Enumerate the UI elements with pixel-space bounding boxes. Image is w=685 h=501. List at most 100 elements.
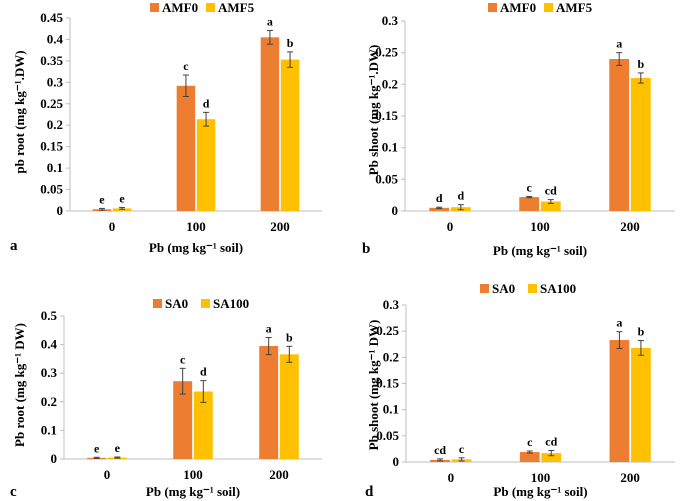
significance-letter: e bbox=[119, 192, 125, 206]
significance-letter: e bbox=[99, 192, 105, 206]
significance-letter: c bbox=[527, 435, 533, 449]
bar-AMF0-200 bbox=[260, 37, 280, 211]
y-tick-label: 0.3 bbox=[41, 365, 58, 380]
x-axis-label: Pb (mg kg⁻¹ soil) bbox=[493, 484, 587, 499]
y-tick-label: 0.3 bbox=[382, 13, 399, 28]
legend-entry-SA0: SA0 bbox=[165, 296, 188, 311]
bar-SA0-100 bbox=[519, 452, 540, 462]
y-tick-label: 0.2 bbox=[382, 76, 398, 91]
significance-letter: a bbox=[266, 321, 272, 335]
y-tick-label: 0.25 bbox=[376, 323, 399, 338]
y-tick-label: 0.2 bbox=[383, 349, 399, 364]
significance-letter: cd bbox=[545, 434, 557, 448]
x-tick-label: 0 bbox=[447, 219, 454, 234]
bar-AMF5-100 bbox=[196, 119, 216, 211]
x-tick-label: 200 bbox=[270, 219, 290, 234]
x-tick-label: 0 bbox=[104, 467, 111, 482]
y-tick-label: 0.25 bbox=[40, 96, 63, 111]
panel-label: d bbox=[365, 484, 374, 500]
legend-entry-AMF5: AMF5 bbox=[218, 0, 255, 15]
y-tick-label: 0.1 bbox=[382, 140, 398, 155]
significance-letter: a bbox=[267, 14, 273, 28]
legend-entry-AMF0: AMF0 bbox=[500, 0, 536, 15]
y-tick-label: 0.4 bbox=[47, 31, 64, 46]
significance-letter: d bbox=[200, 365, 207, 379]
y-axis-label: Pb shoot (mg kg⁻¹ DW) bbox=[366, 320, 381, 451]
significance-letter: b bbox=[287, 36, 294, 50]
y-tick-label: 0.15 bbox=[376, 376, 399, 391]
bar-AMF0-200 bbox=[609, 59, 630, 211]
legend-entry-SA0: SA0 bbox=[492, 281, 515, 296]
y-tick-label: 0.3 bbox=[47, 74, 64, 89]
legend-swatch-SA0 bbox=[153, 299, 162, 308]
significance-letter: cd bbox=[434, 443, 446, 457]
legend-swatch-SA100 bbox=[201, 299, 210, 308]
bar-SA0-100 bbox=[173, 381, 193, 459]
y-tick-label: 0.35 bbox=[40, 53, 63, 68]
bar-AMF5-100 bbox=[540, 201, 561, 211]
y-tick-label: 0.3 bbox=[383, 297, 400, 312]
significance-letter: d bbox=[203, 96, 210, 110]
significance-letter: d bbox=[457, 189, 464, 203]
panel-label: b bbox=[362, 241, 370, 257]
legend-entry-AMF5: AMF5 bbox=[556, 0, 593, 15]
significance-letter: a bbox=[616, 37, 622, 51]
y-tick-label: 0.1 bbox=[41, 422, 57, 437]
y-tick-label: 0 bbox=[393, 454, 400, 469]
legend-swatch-SA0 bbox=[480, 284, 489, 293]
legend-swatch-SA100 bbox=[528, 284, 537, 293]
y-tick-label: 0 bbox=[57, 203, 64, 218]
x-tick-label: 100 bbox=[530, 219, 550, 234]
bar-SA100-200 bbox=[279, 354, 299, 459]
x-tick-label: 200 bbox=[620, 219, 640, 234]
x-tick-label: 200 bbox=[269, 467, 289, 482]
y-tick-label: 0 bbox=[51, 451, 58, 466]
significance-letter: b bbox=[638, 325, 645, 339]
x-axis-label: Pb (mg kg⁻¹ soil) bbox=[146, 484, 240, 499]
significance-letter: c bbox=[459, 442, 465, 456]
significance-letter: e bbox=[115, 441, 121, 455]
x-tick-label: 100 bbox=[186, 219, 206, 234]
x-tick-label: 0 bbox=[109, 219, 116, 234]
bar-AMF5-200 bbox=[280, 59, 300, 212]
x-axis-label: Pb (mg kg⁻¹ soil) bbox=[493, 243, 587, 258]
significance-letter: a bbox=[616, 316, 622, 330]
y-tick-label: 0.15 bbox=[375, 108, 398, 123]
y-tick-label: 0.45 bbox=[40, 10, 63, 25]
legend-entry-SA100: SA100 bbox=[213, 296, 249, 311]
bar-AMF0-100 bbox=[519, 197, 540, 211]
x-axis-label: Pb (mg kg⁻¹ soil) bbox=[149, 240, 243, 255]
y-tick-label: 0.2 bbox=[47, 117, 63, 132]
y-tick-label: 0.2 bbox=[41, 394, 57, 409]
y-axis-label: pb root (mg kg⁻¹.DW) bbox=[12, 50, 27, 173]
significance-letter: b bbox=[637, 57, 644, 71]
bar-AMF5-200 bbox=[630, 78, 651, 211]
legend-swatch-AMF0 bbox=[150, 3, 159, 12]
significance-letter: c bbox=[183, 59, 189, 73]
y-tick-label: 0 bbox=[392, 203, 399, 218]
bar-SA0-200 bbox=[259, 346, 279, 459]
y-tick-label: 0.1 bbox=[383, 402, 399, 417]
legend-swatch-AMF5 bbox=[544, 3, 553, 12]
legend-entry-AMF0: AMF0 bbox=[162, 0, 198, 15]
significance-letter: d bbox=[436, 191, 443, 205]
bar-SA0-200 bbox=[609, 340, 630, 462]
y-tick-label: 0.5 bbox=[41, 308, 58, 323]
significance-letter: cd bbox=[545, 184, 557, 198]
y-tick-label: 0.15 bbox=[40, 139, 63, 154]
legend-entry-SA100: SA100 bbox=[540, 281, 576, 296]
y-tick-label: 0.05 bbox=[375, 171, 398, 186]
y-tick-label: 0.1 bbox=[47, 160, 63, 175]
x-tick-label: 200 bbox=[620, 470, 640, 485]
bar-SA100-200 bbox=[631, 347, 651, 462]
x-tick-label: 100 bbox=[531, 470, 551, 485]
x-tick-label: 100 bbox=[183, 467, 203, 482]
significance-letter: c bbox=[527, 180, 533, 194]
legend-swatch-AMF0 bbox=[488, 3, 497, 12]
panel-label: c bbox=[10, 484, 17, 500]
